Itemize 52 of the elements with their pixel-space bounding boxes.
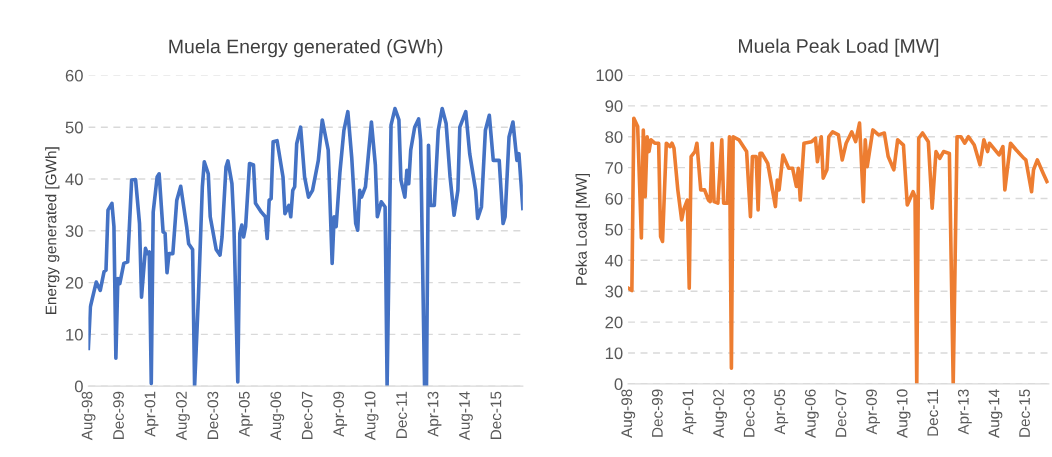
x-tick-label: Apr-05 bbox=[238, 391, 253, 437]
x-tick-label: Dec-15 bbox=[490, 391, 502, 440]
chart-title: Muela Peak Load [MW] bbox=[739, 38, 939, 57]
x-tick-label: Apr-13 bbox=[427, 391, 442, 437]
x-tick-label: Apr-01 bbox=[682, 389, 697, 435]
x-tick-label: Dec-07 bbox=[301, 391, 313, 440]
x-tick-label: Aug-06 bbox=[270, 391, 285, 441]
x-tick-label: Apr-01 bbox=[144, 391, 159, 437]
y-tick-label: 30 bbox=[605, 285, 623, 298]
x-tick-label: Dec-11 bbox=[927, 389, 939, 436]
y-tick-label: 60 bbox=[65, 69, 83, 82]
x-tick-label: Dec-11 bbox=[396, 391, 407, 438]
line-series bbox=[628, 116, 1049, 384]
x-tick-label: Dec-03 bbox=[207, 391, 219, 440]
x-tick-label: Aug-06 bbox=[804, 389, 819, 438]
y-tick-label: 90 bbox=[605, 100, 623, 113]
x-tick-label: Dec-03 bbox=[743, 389, 755, 437]
x-tick-label: Aug-98 bbox=[81, 391, 96, 441]
x-tick-label: Apr-05 bbox=[774, 389, 789, 435]
x-tick-label: Dec-99 bbox=[651, 389, 663, 437]
x-tick-label: Aug-14 bbox=[988, 389, 1003, 438]
y-tick-label: 50 bbox=[65, 121, 83, 134]
y-axis-title: Energy generated [GWh] bbox=[45, 147, 60, 315]
x-tick-label: Dec-99 bbox=[113, 391, 124, 440]
y-tick-label: 40 bbox=[65, 173, 83, 186]
y-tick-label: 20 bbox=[65, 276, 83, 289]
y-tick-label: 30 bbox=[65, 225, 83, 237]
y-tick-label: 10 bbox=[605, 347, 623, 360]
y-tick-label: 20 bbox=[605, 316, 623, 329]
x-tick-label: Aug-02 bbox=[176, 391, 190, 441]
x-tick-label: Aug-02 bbox=[713, 389, 727, 438]
x-tick-label: Dec-15 bbox=[1019, 389, 1030, 437]
y-tick-label: 50 bbox=[605, 223, 623, 236]
y-tick-label: 60 bbox=[605, 192, 623, 205]
line-series bbox=[88, 106, 523, 387]
x-tick-label: Aug-14 bbox=[459, 391, 473, 441]
y-tick-label: 0 bbox=[614, 378, 623, 391]
y-tick-label: 10 bbox=[66, 328, 83, 341]
y-tick-label: 40 bbox=[605, 254, 623, 267]
x-tick-label: Apr-13 bbox=[957, 389, 972, 435]
y-tick-label: 70 bbox=[605, 162, 623, 174]
x-tick-label: Apr-09 bbox=[333, 391, 348, 437]
y-tick-label: 80 bbox=[605, 131, 623, 143]
x-tick-label: Aug-10 bbox=[896, 389, 911, 438]
y-tick-label: 0 bbox=[74, 380, 83, 393]
x-tick-label: Dec-07 bbox=[835, 389, 847, 437]
y-axis-title: Peka Load [MW] bbox=[575, 174, 590, 285]
x-tick-label: Apr-09 bbox=[866, 389, 880, 435]
x-tick-label: Aug-98 bbox=[621, 389, 636, 438]
x-tick-label: Aug-10 bbox=[364, 391, 379, 441]
y-tick-label: 100 bbox=[596, 69, 623, 82]
chart-title: Muela Energy generated (GWh) bbox=[169, 39, 443, 58]
